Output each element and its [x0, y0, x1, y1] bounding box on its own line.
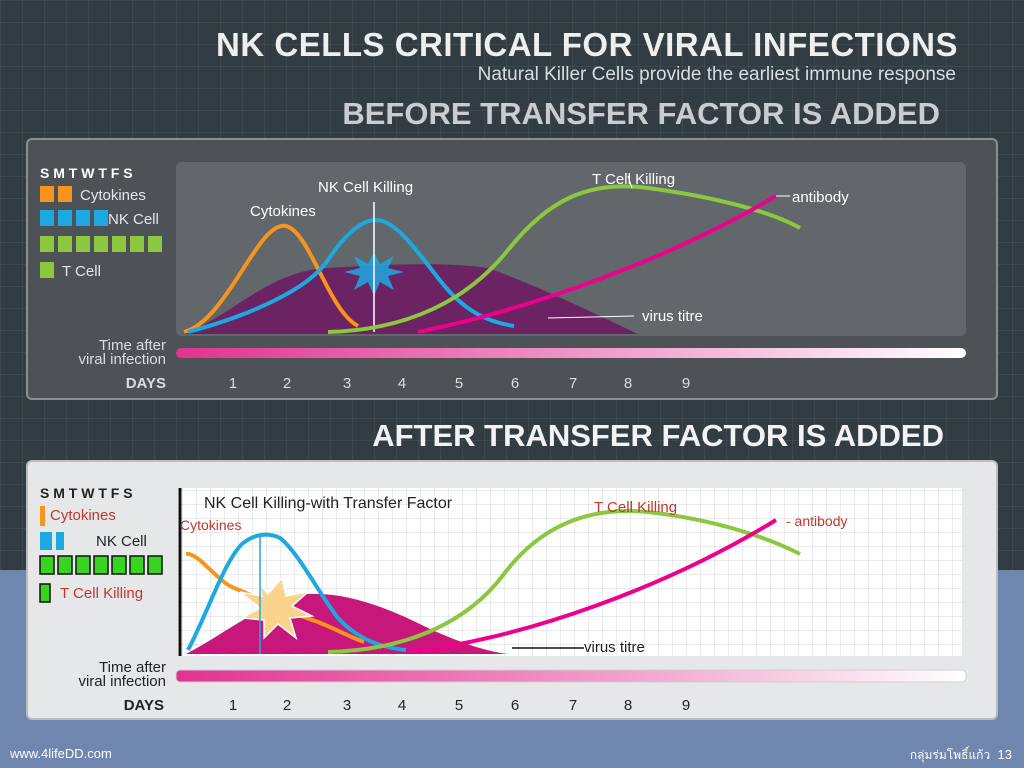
virus-pointer [547, 315, 635, 319]
day-label: 2 [283, 697, 291, 714]
nk-killing-label: NK Cell Killing [318, 179, 413, 196]
nk-legend-box [58, 210, 72, 226]
antibody-curve [407, 518, 778, 654]
footer-credit: กลุ่มร่มโพธิ์แก้ว 13 [910, 746, 1012, 765]
nk-curve [186, 532, 407, 652]
tkilling-label: T Cell Killing [594, 499, 677, 516]
day-label: 8 [624, 697, 632, 714]
tcell-legend-box [40, 262, 54, 278]
tcell-curve [327, 184, 801, 334]
day-label: 6 [511, 375, 519, 392]
tcell-legend-row [40, 236, 162, 252]
weekday-row: S M T W T F S [40, 485, 133, 501]
day-label: 7 [569, 697, 577, 714]
virus-titre-label: virus titre [584, 639, 645, 656]
after-diagram: S M T W T F S Cytokines NK Cell T Cell K… [39, 485, 967, 714]
nk-legend-box [56, 532, 64, 550]
virus-titre-area [182, 264, 638, 334]
time-bar [175, 669, 967, 683]
nk-legend-box [40, 532, 52, 550]
day-label: 4 [398, 375, 406, 392]
weekday-row: S M T W T F S [40, 165, 133, 181]
nk-curve [187, 217, 515, 334]
cytokines-plot-label: Cytokines [180, 517, 241, 533]
time-label-1: Time after [99, 659, 166, 676]
day-label: 6 [511, 697, 519, 714]
legend-nk-label: NK Cell [108, 211, 159, 228]
time-label-2: viral infection [78, 673, 166, 690]
day-label: 3 [343, 697, 351, 714]
tkilling-label: T Cell Killing [592, 171, 675, 188]
antibody-label: antibody [792, 189, 849, 206]
tkilling-pointer [627, 175, 633, 189]
before-header: BEFORE TRANSFER FACTOR IS ADDED [342, 96, 940, 131]
cytokines-curve [183, 223, 360, 334]
footer-website: www.4lifeDD.com [10, 746, 112, 761]
tcell-curve [327, 509, 801, 654]
day-label: 3 [343, 375, 351, 392]
antibody-curve [417, 194, 778, 334]
time-label-1: Time after [99, 337, 166, 354]
after-panel: S M T W T F S Cytokines NK Cell T Cell K… [26, 460, 998, 720]
legend-cytokines-label: Cytokines [50, 507, 116, 524]
day-label: 7 [569, 375, 577, 392]
nk-legend-box [94, 210, 108, 226]
antibody-label: - antibody [786, 513, 847, 529]
slide-title: NK CELLS CRITICAL FOR VIRAL INFECTIONS [216, 26, 958, 63]
day-label: 5 [455, 697, 463, 714]
day-label: 5 [455, 375, 463, 392]
legend-tcell-label: T Cell Killing [60, 585, 143, 602]
page-number: 13 [997, 747, 1012, 762]
day-label: 4 [398, 697, 406, 714]
time-label-2: viral infection [78, 351, 166, 368]
nk-legend-box [76, 210, 90, 226]
legend-nk-label: NK Cell [96, 533, 147, 550]
day-tick-labels: 1 2 3 4 5 6 7 8 9 [229, 375, 690, 392]
day-label: 9 [682, 697, 690, 714]
nk-killing-burst [239, 576, 315, 641]
day-label: 1 [229, 697, 237, 714]
tcell-legend-row [39, 555, 163, 575]
nk-legend-box [40, 210, 54, 226]
cytokine-legend-box [40, 186, 54, 202]
days-label: DAYS [126, 375, 166, 392]
day-label: 8 [624, 375, 632, 392]
cytokine-legend-box [40, 506, 45, 526]
tcell-legend-box [39, 583, 51, 603]
legend-cytokines-label: Cytokines [80, 187, 146, 204]
legend-tcell-label: T Cell [62, 263, 101, 280]
nk-killing-label: NK Cell Killing-with Transfer Factor [204, 495, 453, 512]
day-tick-labels: 1 2 3 4 5 6 7 8 9 [229, 697, 690, 714]
footer-group-name: กลุ่มร่มโพธิ์แก้ว [909, 748, 991, 762]
cytokine-legend-box [58, 186, 72, 202]
slide-subtitle: Natural Killer Cells provide the earlies… [477, 64, 956, 85]
virus-titre-label: virus titre [642, 308, 703, 325]
after-header: AFTER TRANSFER FACTOR IS ADDED [372, 418, 944, 453]
day-label: 1 [229, 375, 237, 392]
day-label: 9 [682, 375, 690, 392]
time-bar [176, 348, 966, 358]
days-label: DAYS [124, 697, 164, 714]
before-panel: S M T W T F S Cytokines NK Cell T Cell [26, 138, 998, 400]
day-label: 2 [283, 375, 291, 392]
before-diagram: S M T W T F S Cytokines NK Cell T Cell [40, 162, 966, 392]
cytokines-plot-label: Cytokines [250, 203, 316, 220]
